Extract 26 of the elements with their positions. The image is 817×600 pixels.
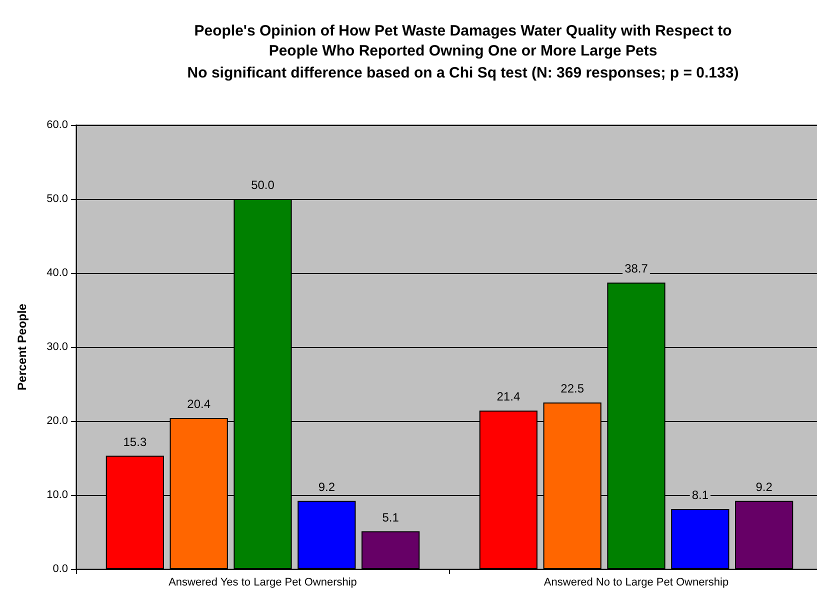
data-label: 38.7: [624, 262, 648, 276]
bar: [671, 509, 730, 569]
bar: [298, 500, 356, 569]
data-label: 15.3: [123, 434, 147, 449]
y-tick-label: 50.0: [46, 193, 68, 205]
data-label: 9.2: [756, 480, 773, 494]
data-label: 8.1: [692, 488, 709, 502]
y-tick-label: 40.0: [46, 267, 68, 279]
chart-title: People's Opinion of How Pet Waste Damages Water Quality with Respect to People Who Reported Owning One or More Large Pets: [194, 22, 732, 60]
data-label: 22.5: [560, 382, 584, 396]
data-label: 20.4: [187, 397, 211, 412]
y-tick-label: 20.0: [46, 415, 68, 427]
bar: [362, 531, 420, 569]
chart-subtitle: No significant difference based on a Chi Sq test (N: 369 responses; p = 0.133): [187, 64, 739, 82]
y-tick-label: 10.0: [46, 489, 68, 501]
data-label: 5.1: [382, 510, 400, 524]
data-label: 9.2: [318, 480, 336, 494]
data-label: 21.4: [496, 390, 520, 404]
bar: [735, 500, 794, 569]
y-tick-label: 0.0: [52, 563, 68, 575]
y-tick-label: 60.0: [46, 119, 68, 131]
y-axis-title: Percent People: [15, 303, 29, 390]
x-tick-label: Answered Yes to Large Pet Ownership: [168, 576, 357, 588]
data-label: 50.0: [251, 178, 275, 192]
y-tick-label: 30.0: [46, 341, 68, 353]
x-tick-label: Answered No to Large Pet Ownership: [544, 576, 729, 588]
